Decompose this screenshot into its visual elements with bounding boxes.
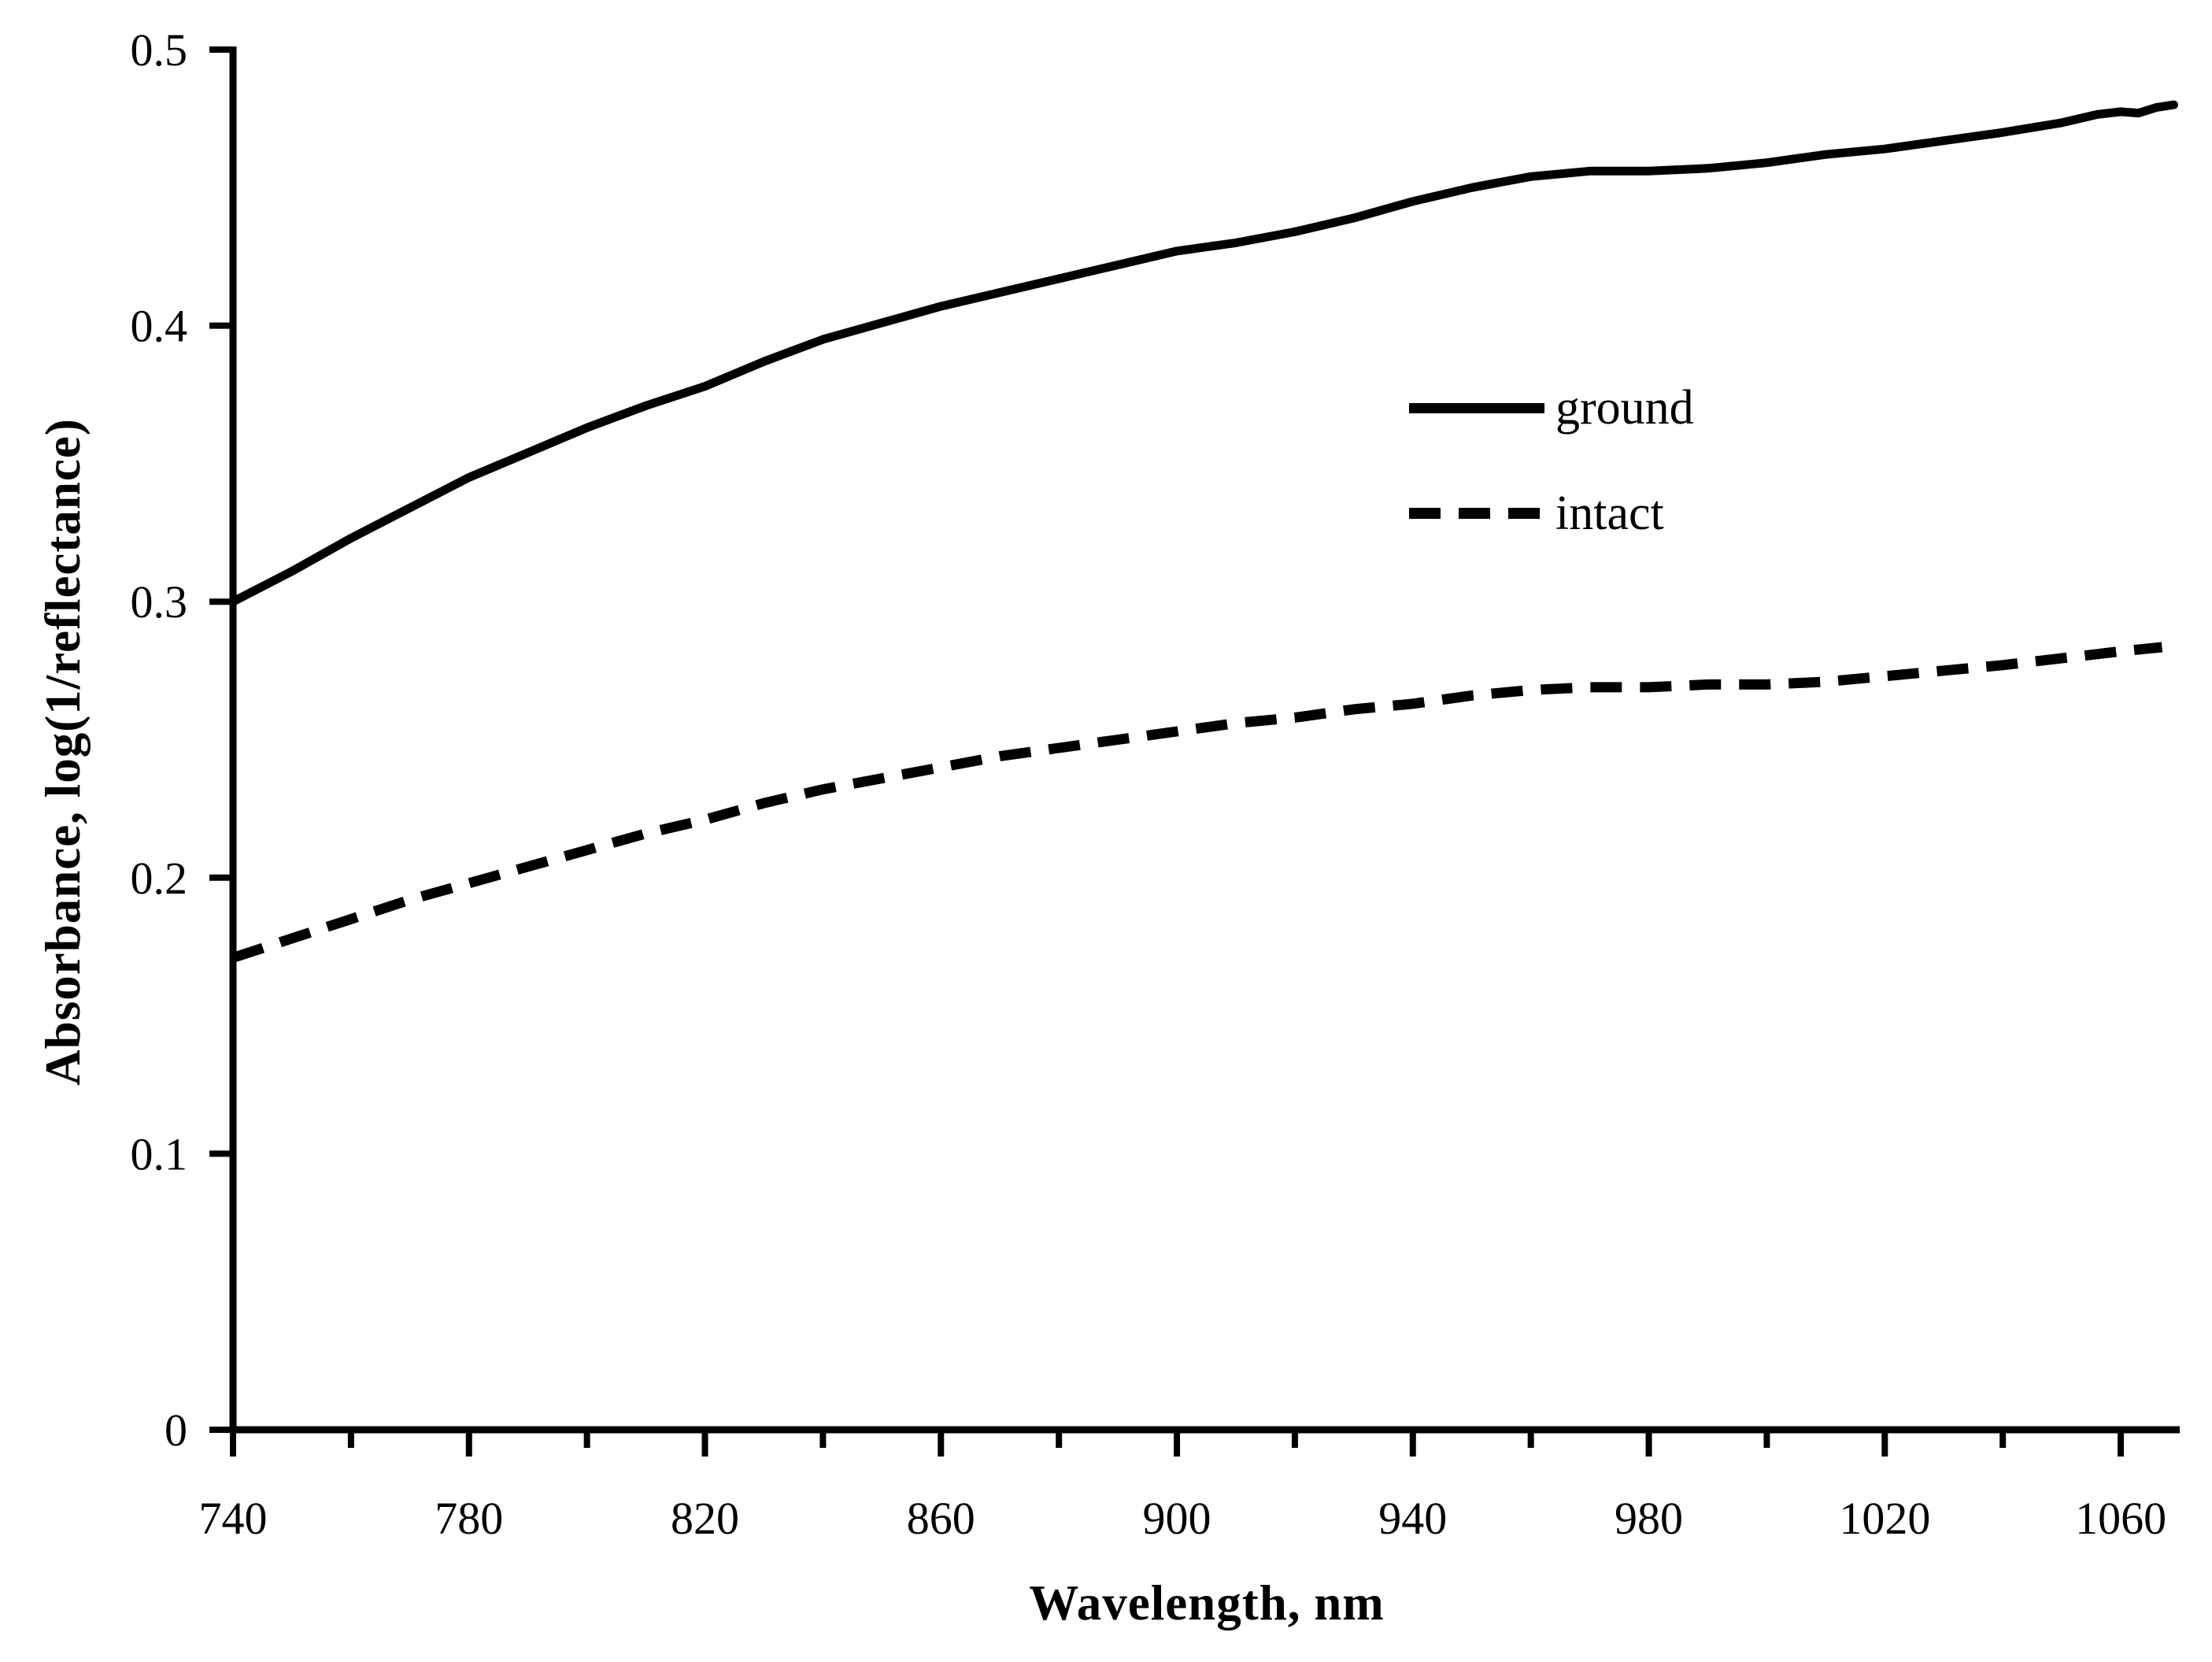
- legend-dashed-line-swatch: [1409, 508, 1544, 519]
- legend-item-ground: ground: [1409, 379, 1694, 436]
- legend-solid-line-swatch: [1409, 402, 1544, 413]
- x-tick-label: 980: [1615, 1493, 1683, 1544]
- x-tick-label: 1020: [1839, 1493, 1930, 1544]
- y-tick-label: 0: [165, 1405, 187, 1456]
- x-tick-label: 860: [907, 1493, 975, 1544]
- x-axis-title: Wavelength, nm: [1029, 1575, 1385, 1631]
- series-ground-line: [228, 100, 2178, 606]
- x-tick-label: 940: [1378, 1493, 1447, 1544]
- legend-label-intact: intact: [1555, 487, 1664, 540]
- legend-label-ground: ground: [1555, 381, 1694, 435]
- series-intact-line: [231, 642, 2163, 963]
- y-tick-label: 0.2: [131, 853, 188, 904]
- y-tick-label: 0.5: [131, 24, 188, 76]
- y-tick-label: 0.4: [131, 301, 188, 352]
- x-tick-label: 1060: [2075, 1493, 2166, 1544]
- y-tick-label: 0.1: [131, 1128, 188, 1179]
- y-tick-label: 0.3: [131, 576, 188, 627]
- legend: ground intact: [1409, 379, 1694, 542]
- x-tick-label: 900: [1143, 1493, 1211, 1544]
- y-axis-title: Absorbance, log(1/reflectance): [35, 418, 91, 1086]
- x-tick-label: 740: [199, 1493, 268, 1544]
- x-tick-label: 820: [671, 1493, 739, 1544]
- legend-item-intact: intact: [1409, 485, 1694, 542]
- x-tick-label: 780: [435, 1493, 503, 1544]
